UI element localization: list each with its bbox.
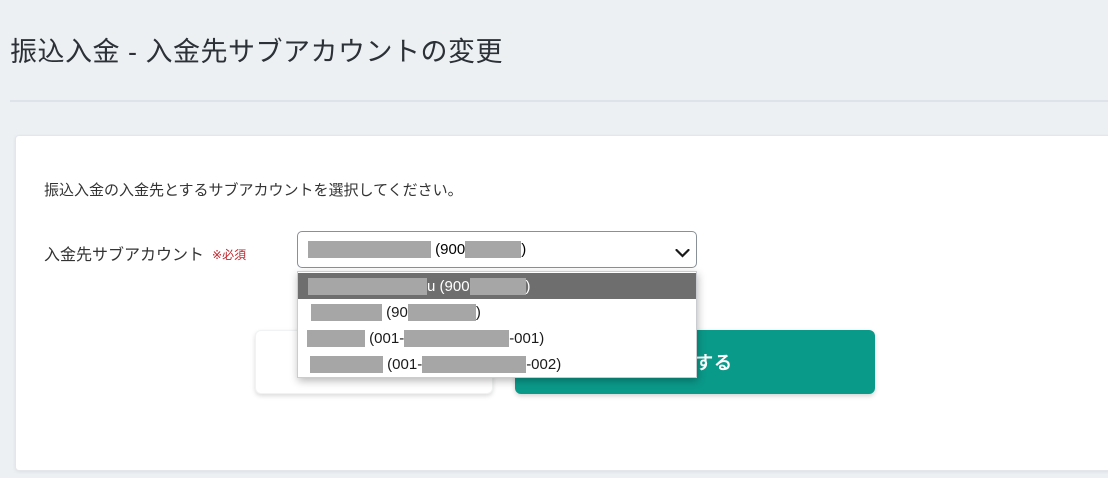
redaction-block (307, 329, 365, 347)
value-text: ) (475, 303, 481, 321)
redaction-block (310, 355, 383, 373)
value-text: ) (525, 277, 531, 295)
field-label: 入金先サブアカウント ※必須 (44, 241, 246, 265)
subaccount-select[interactable]: (900) (297, 231, 697, 268)
chevron-down-icon (675, 245, 1097, 263)
redaction-block (422, 355, 527, 373)
dropdown-option-2[interactable]: (90) (298, 299, 696, 325)
redaction-block (404, 329, 510, 347)
page-title: 振込入金 - 入金先サブアカウントの変更 (10, 37, 503, 67)
dropdown-option-3[interactable]: (001- -001) (298, 325, 696, 351)
value-text: (900 (431, 241, 466, 258)
value-text: u (900 (427, 277, 470, 295)
redaction-block (311, 303, 382, 321)
field-label-text: 入金先サブアカウント (44, 247, 205, 264)
title-divider (10, 100, 1108, 102)
dropdown-option-1[interactable]: u (900) (298, 273, 696, 299)
value-text: (001- (365, 329, 405, 347)
instruction-text: 振込入金の入金先とするサブアカウントを選択してください。 (44, 182, 463, 199)
required-badge: ※必須 (212, 248, 247, 262)
value-text: (001- (383, 355, 423, 373)
value-text: -002) (526, 355, 562, 373)
redaction-block (469, 277, 526, 295)
value-text: -001) (509, 329, 545, 347)
redaction-block (407, 303, 476, 321)
redaction-block (308, 241, 431, 258)
dropdown-option-4[interactable]: (001- -002) (298, 351, 696, 377)
select-dropdown: u (900) (90) (001- -001) (001- -002) (297, 271, 697, 378)
value-text: (90 (382, 303, 408, 321)
value-text: ) (521, 241, 527, 258)
redaction-block (465, 241, 522, 258)
redaction-block (308, 277, 427, 295)
